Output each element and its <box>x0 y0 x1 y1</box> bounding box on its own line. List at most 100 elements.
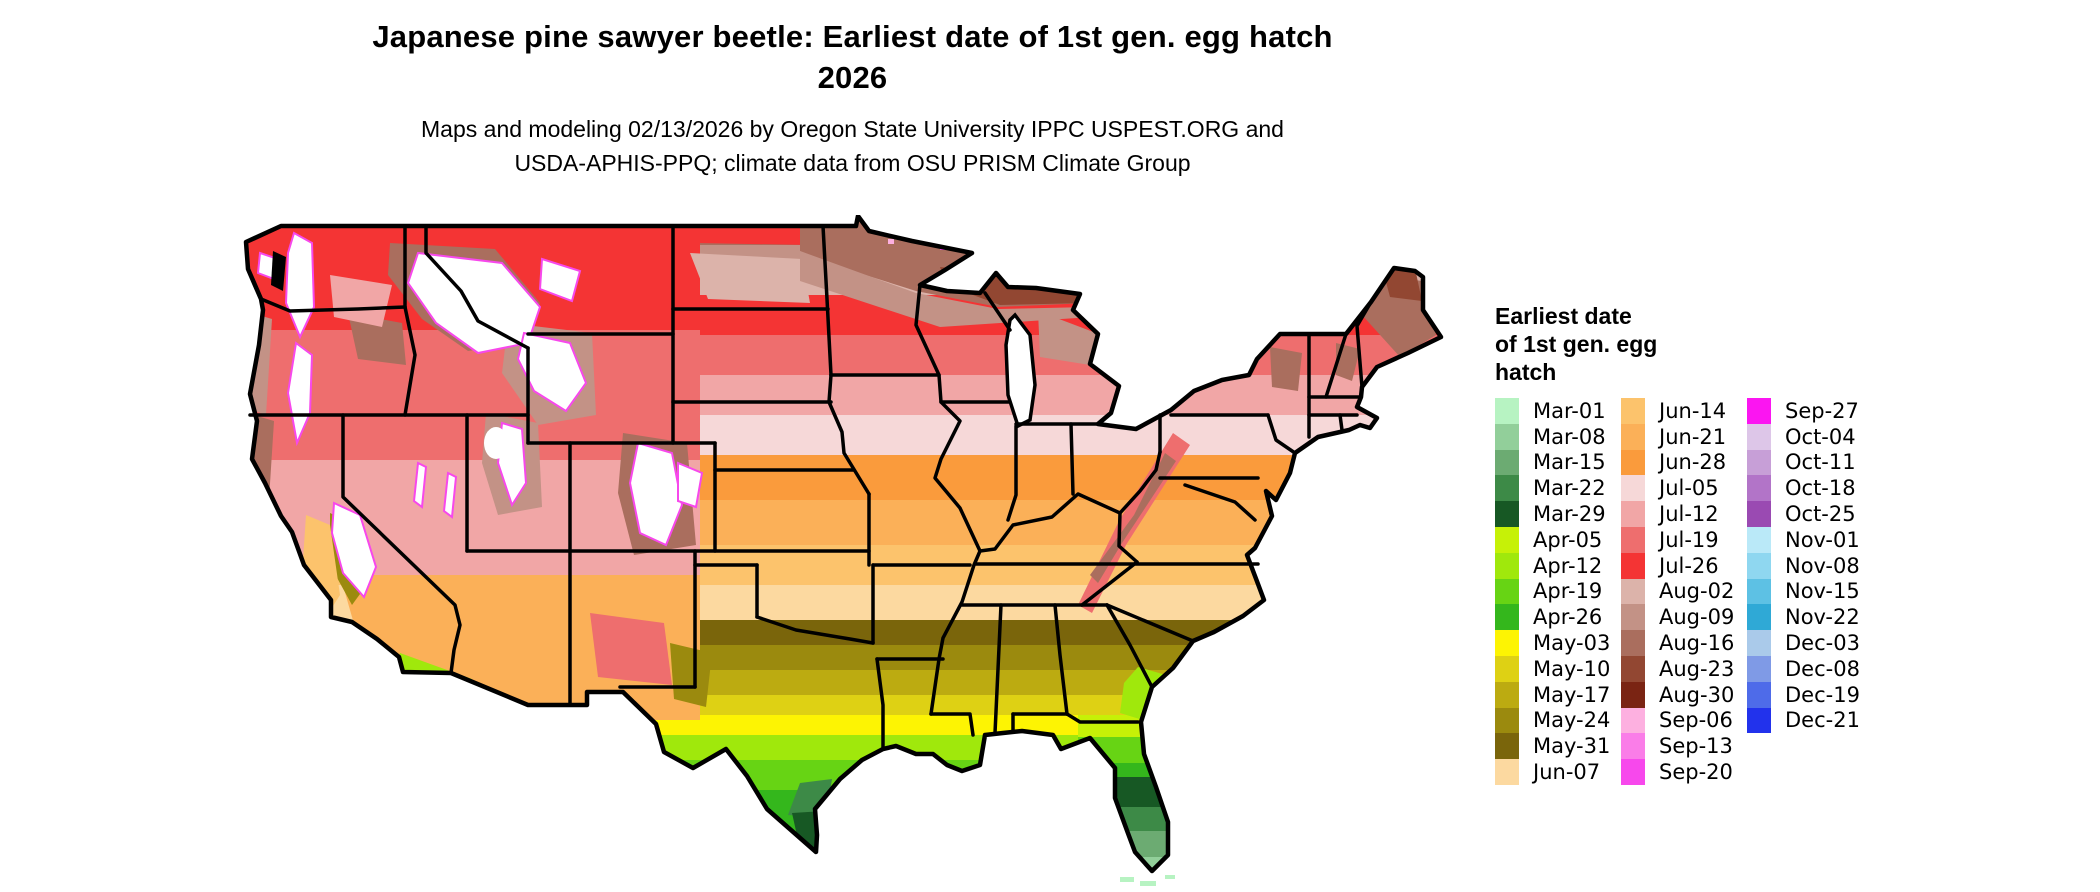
legend-label: Oct-25 <box>1785 502 1856 527</box>
legend-label: Jun-07 <box>1533 760 1601 785</box>
header: Japanese pine sawyer beetle: Earliest da… <box>240 16 1465 180</box>
legend-entry: Oct-04 <box>1747 423 1873 450</box>
legend-swatch <box>1621 733 1645 760</box>
legend-entry: Jul-05 <box>1621 475 1747 502</box>
legend-entry: Jun-14 <box>1621 398 1747 424</box>
legend-entry: Oct-25 <box>1747 501 1873 527</box>
legend-swatch <box>1495 398 1519 424</box>
legend-label: Aug-30 <box>1659 682 1735 707</box>
legend-entry: Apr-19 <box>1495 578 1621 605</box>
legend-entry: Nov-08 <box>1747 552 1873 579</box>
legend-label: May-31 <box>1533 734 1611 759</box>
legend-label: Aug-02 <box>1659 579 1735 604</box>
legend-label: May-10 <box>1533 656 1611 681</box>
legend-entry: May-17 <box>1495 681 1621 708</box>
legend-swatch <box>1747 501 1771 527</box>
legend-swatch <box>1747 449 1771 476</box>
legend-label: Oct-04 <box>1785 424 1856 449</box>
legend-swatch <box>1621 681 1645 708</box>
legend-entry: Mar-08 <box>1495 423 1621 450</box>
legend-label: Dec-19 <box>1785 682 1860 707</box>
legend-entry: Aug-02 <box>1621 578 1747 605</box>
legend-swatch <box>1621 630 1645 656</box>
legend-swatch <box>1747 604 1771 631</box>
legend-swatch <box>1747 630 1771 656</box>
legend-column: Sep-27 Oct-04 Oct-11 Oct-18 Oct-25 Nov-01 Nov-… <box>1747 398 1873 734</box>
legend-swatch <box>1747 398 1771 424</box>
legend-entry: Sep-13 <box>1621 733 1747 760</box>
legend-label: May-17 <box>1533 682 1611 707</box>
legend-swatch <box>1621 501 1645 527</box>
legend-entry: Apr-12 <box>1495 552 1621 579</box>
legend-label: Sep-13 <box>1659 734 1733 759</box>
legend-title-line: of 1st gen. egg <box>1495 331 1658 357</box>
legend-swatch <box>1747 578 1771 605</box>
legend-entry: Sep-20 <box>1621 759 1747 785</box>
legend-swatch <box>1747 707 1771 734</box>
legend-label: Jul-12 <box>1659 502 1719 527</box>
legend-swatch <box>1495 475 1519 502</box>
legend-entry: Mar-15 <box>1495 449 1621 476</box>
legend-swatch <box>1747 423 1771 450</box>
florida-keys <box>1120 875 1175 886</box>
legend-swatch <box>1621 604 1645 631</box>
legend-swatch <box>1621 759 1645 785</box>
legend-label: Mar-22 <box>1533 476 1606 501</box>
legend-label: Dec-03 <box>1785 631 1860 656</box>
legend-title-line: hatch <box>1495 359 1557 385</box>
legend-entry: Sep-27 <box>1747 398 1873 424</box>
legend-entry: Nov-15 <box>1747 578 1873 605</box>
legend-label: Aug-09 <box>1659 605 1735 630</box>
legend-swatch <box>1495 449 1519 476</box>
legend-entry: Jun-07 <box>1495 759 1621 785</box>
legend-entry: Oct-11 <box>1747 449 1873 476</box>
legend-entry: Jun-21 <box>1621 423 1747 450</box>
legend-entry: Dec-19 <box>1747 681 1873 708</box>
legend-label: Sep-27 <box>1785 398 1859 423</box>
subtitle: Maps and modeling 02/13/2026 by Oregon S… <box>240 112 1465 180</box>
legend-entry: Jun-28 <box>1621 449 1747 476</box>
legend-label: Sep-20 <box>1659 760 1733 785</box>
legend-swatch <box>1495 759 1519 785</box>
legend-swatch <box>1747 475 1771 502</box>
legend-label: Sep-06 <box>1659 708 1733 733</box>
legend-swatch <box>1495 707 1519 734</box>
legend-entry: Dec-08 <box>1747 655 1873 682</box>
legend-entry: May-24 <box>1495 707 1621 734</box>
legend-swatch <box>1495 578 1519 605</box>
legend-swatch <box>1495 655 1519 682</box>
legend-label: May-24 <box>1533 708 1611 733</box>
legend-label: Apr-19 <box>1533 579 1603 604</box>
legend-column: Jun-14 Jun-21 Jun-28 Jul-05 Jul-12 Jul-19 Jul-… <box>1621 398 1747 785</box>
map-nodata-patches <box>256 231 704 599</box>
legend-entry: Jul-12 <box>1621 501 1747 527</box>
legend-swatch <box>1621 552 1645 579</box>
legend-label: Aug-16 <box>1659 631 1735 656</box>
legend-swatch <box>1747 552 1771 579</box>
legend-label: Mar-01 <box>1533 398 1606 423</box>
legend-swatch <box>1495 733 1519 760</box>
legend-swatch <box>1495 681 1519 708</box>
legend-swatch <box>1495 604 1519 631</box>
legend-label: Aug-23 <box>1659 656 1735 681</box>
legend-label: Nov-01 <box>1785 527 1860 552</box>
legend-swatch <box>1621 398 1645 424</box>
legend-entry: Aug-09 <box>1621 604 1747 631</box>
legend-title: Earliest date of 1st gen. egg hatch <box>1495 302 1915 386</box>
legend-label: Nov-08 <box>1785 553 1860 578</box>
legend-label: Jun-28 <box>1659 450 1727 475</box>
legend: Earliest date of 1st gen. egg hatch Mar-01… <box>1495 302 1915 785</box>
legend-entry: Jul-26 <box>1621 552 1747 579</box>
legend-swatch <box>1747 655 1771 682</box>
legend-label: Nov-15 <box>1785 579 1860 604</box>
legend-swatch <box>1495 501 1519 527</box>
legend-entry: Nov-01 <box>1747 526 1873 553</box>
legend-swatch <box>1621 707 1645 734</box>
legend-swatch <box>1621 475 1645 502</box>
legend-entry: Jul-19 <box>1621 526 1747 553</box>
legend-label: Mar-08 <box>1533 424 1606 449</box>
legend-label: May-03 <box>1533 631 1611 656</box>
legend-entry: Oct-18 <box>1747 475 1873 502</box>
legend-entry: Aug-23 <box>1621 655 1747 682</box>
